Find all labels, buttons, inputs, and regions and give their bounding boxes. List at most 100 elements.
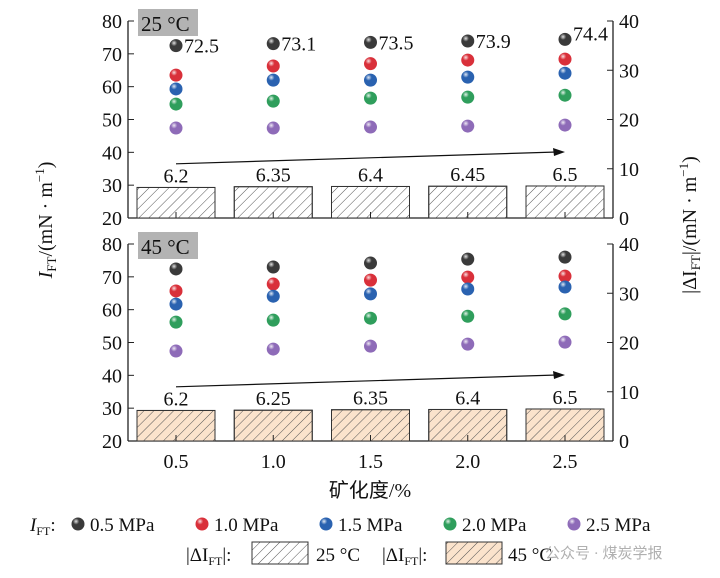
legend-label: 1.0 MPa [214,515,279,536]
y-tick-label: 50 [102,333,122,355]
data-point-highlight [266,313,280,327]
data-label: 74.4 [573,23,608,45]
panel-label: 25 °C [141,12,190,36]
y2-tick-label: 10 [619,159,639,181]
legend-scatter: IFT: 0.5 MPa 1.0 MPa 1.5 MPa 2.0 MPa 2.5 MPa [29,515,651,538]
y-tick-label: 60 [102,300,122,322]
y2-tick-label: 0 [619,431,629,453]
bar-hatch [233,409,313,442]
data-point-highlight [169,297,183,311]
data-point-highlight [266,289,280,303]
data-point-highlight [169,262,183,276]
data-point-highlight [558,32,572,46]
x-tick-label: 2.0 [455,451,480,473]
panel-label-bg [138,9,198,36]
svg-text:IFT:: IFT: [29,515,56,538]
panel-1: 20 30 40 50 60 70 80 0 10 20 30 40 6.2 0.5 6.25 1.0 6.35… [102,232,639,473]
bar-value-label: 6.35 [256,165,291,187]
y-tick-label: 80 [102,11,122,33]
data-point-highlight [364,35,377,49]
data-label: 73.1 [281,34,316,56]
y2-tick-label: 40 [619,234,639,256]
data-point-highlight [169,344,183,358]
data-point-highlight [266,94,280,108]
legend-marker-highlight [195,517,209,531]
data-point-highlight [461,309,475,323]
data-point-highlight [364,273,377,287]
data-point-highlight [558,280,572,294]
data-point-highlight [558,250,572,264]
data-point-highlight [558,269,572,283]
data-label: 73.5 [379,32,414,54]
trend-arrow-head [553,371,565,380]
y2-axis-label: |ΔIFT|/(mN · m−1) [676,156,703,294]
x-tick-label: 2.5 [553,451,578,473]
y-tick-label: 40 [102,365,122,387]
data-point-highlight [461,119,475,133]
y-tick-label: 60 [102,77,122,99]
bar-value-label: 6.5 [553,387,578,409]
legend-marker-highlight [319,517,333,531]
data-point-highlight [558,52,572,66]
panel-0: 20 30 40 50 60 70 80 0 10 20 30 40 6.2 6.35 6.4 6.45 6.5… [102,9,639,230]
data-point-highlight [169,315,183,329]
data-point-highlight [461,270,475,284]
y-tick-label: 30 [102,398,122,420]
data-point-highlight [461,53,475,67]
legend-marker-highlight [567,517,581,531]
data-point-highlight [169,39,183,53]
data-point-highlight [461,90,475,104]
svg-text:|ΔIFT|:: |ΔIFT|: [186,545,231,568]
legend-label-45: 45 °C [508,545,552,566]
data-point-highlight [169,121,183,135]
legend-bars: |ΔIFT|: 25 °C |ΔIFT|: 45 °C [186,541,552,568]
data-point-highlight [364,287,377,301]
y2-tick-label: 30 [619,60,639,82]
y2-tick-label: 0 [619,208,629,230]
y-tick-label: 70 [102,44,122,66]
data-point-highlight [558,88,572,102]
y-tick-label: 80 [102,234,122,256]
legend-marker-highlight [71,517,85,531]
data-point-highlight [461,282,475,296]
data-point-highlight [364,91,377,105]
x-axis-label: 矿化度/% [329,479,411,502]
bar-value-label: 6.35 [353,388,388,410]
y-tick-label: 30 [102,175,122,197]
data-point-highlight [266,121,280,135]
data-point-highlight [364,73,377,87]
trend-arrow-line [175,374,558,388]
data-point-highlight [364,120,377,134]
bar-value-label: 6.25 [256,388,291,410]
bar-value-label: 6.4 [455,387,480,409]
x-tick-label: 0.5 [164,451,189,473]
y-tick-label: 50 [102,110,122,132]
data-point-highlight [558,307,572,321]
bar-value-label: 6.4 [358,164,383,186]
y-axis-label: IFT/(mN · m−1) [32,162,59,280]
data-point-highlight [169,82,183,96]
data-point-highlight [364,311,377,325]
data-point-highlight [266,73,280,87]
legend-label: 0.5 MPa [90,515,155,536]
y-tick-label: 20 [102,431,122,453]
legend-marker-highlight [443,517,457,531]
panel-label-bg [138,232,198,259]
data-point-highlight [364,57,377,71]
data-point-highlight [461,337,475,351]
y2-tick-label: 20 [619,110,639,132]
bar-value-label: 6.2 [164,388,189,410]
legend-label: 1.5 MPa [338,515,403,536]
data-point-highlight [169,284,183,298]
data-point-highlight [266,37,280,51]
legend-label: 2.0 MPa [462,515,527,536]
panel-label: 45 °C [141,235,190,259]
data-point-highlight [266,277,280,291]
data-label: 73.9 [476,31,511,53]
legend-label-25: 25 °C [316,545,360,566]
data-point-highlight [558,335,572,349]
x-tick-label: 1.0 [261,451,286,473]
bar-value-label: 6.45 [450,164,485,186]
x-tick-label: 1.5 [358,451,383,473]
